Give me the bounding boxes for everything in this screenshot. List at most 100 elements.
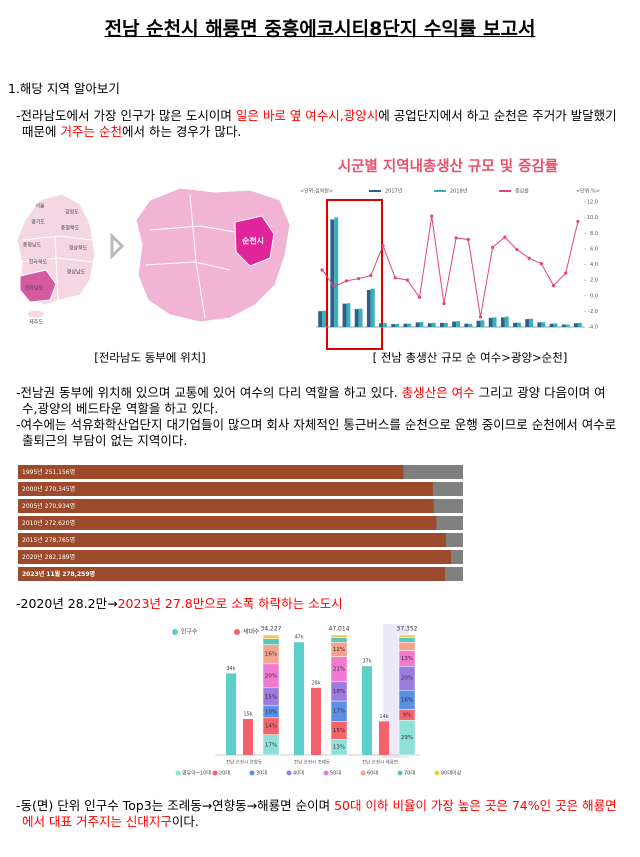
- category-label: 2005년: [22, 502, 43, 510]
- line-point: [357, 276, 361, 281]
- bar: [18, 533, 446, 547]
- segment-label: 29%: [401, 735, 413, 741]
- bar: [346, 303, 351, 327]
- map-label: 전라북도: [29, 259, 48, 266]
- bar: [443, 322, 448, 327]
- bar: [18, 516, 437, 530]
- map-label: 충청남도: [23, 242, 42, 249]
- bar: [537, 322, 542, 327]
- legend-swatch: [175, 770, 181, 776]
- bar: [549, 323, 554, 327]
- line-point: [381, 244, 385, 248]
- line-point: [369, 273, 373, 278]
- map-label: 서울: [35, 203, 45, 210]
- segment-label: 16%: [401, 697, 413, 703]
- map-border: [19, 257, 94, 263]
- value-label: 251,156명: [45, 468, 75, 476]
- bar: [476, 320, 481, 327]
- stack-segment: [330, 634, 348, 638]
- total-label: 37,352: [397, 626, 418, 633]
- text-run: -여수에는 석유화학산업단지 대기업들이 많으며 회사 자체적인 통근버스를 순…: [16, 417, 617, 448]
- line-point: [332, 284, 336, 288]
- legend-label: 80대이상: [441, 770, 462, 777]
- bar: [452, 321, 457, 327]
- segment-label: 14%: [265, 724, 277, 730]
- value-label: 282,189명: [45, 553, 75, 561]
- stack-segment: [262, 638, 280, 645]
- bar: [395, 323, 400, 327]
- axis-unit: <단위:%>: [576, 188, 600, 195]
- bar: [464, 323, 469, 327]
- text-run: -전남권 동부에 위치해 있으며 교통에 있어 여수의 다리 역할을 하고 있다…: [16, 385, 402, 400]
- segment-label: 9%: [403, 712, 412, 718]
- bar: [226, 673, 236, 755]
- text-run: -전라남도에서 가장 인구가 많은 도시이며: [16, 108, 236, 123]
- highlight-box: [326, 199, 383, 350]
- bar: [379, 721, 389, 755]
- line-point: [478, 315, 483, 319]
- value-label: 278,259명: [62, 570, 95, 578]
- bar: [480, 320, 485, 327]
- category-label: 2000년: [22, 485, 43, 493]
- x-tick-label: 전남 순천시 해룡면: [362, 759, 398, 766]
- line-point: [430, 214, 434, 218]
- chart-title: 시군별 지역내총생산 규모 및 증감률: [338, 157, 558, 175]
- map-label: 충청북도: [61, 225, 80, 232]
- legend-label: 20대: [219, 770, 230, 777]
- total-label: 47,014: [329, 626, 350, 633]
- text-run: -동(면) 단위 인구수 Top3는 조례동→연향동→해룡면 순이며: [16, 798, 335, 813]
- bar: [517, 322, 521, 327]
- line-point: [527, 256, 531, 260]
- legend-label: 영유아~10대: [182, 770, 211, 777]
- map-label: 경상북도: [69, 245, 88, 252]
- stack-segment: [398, 637, 416, 643]
- figure-caption: [전라남도 동부에 위치]: [94, 351, 206, 365]
- stack-segment: [330, 637, 348, 643]
- line-point: [503, 235, 507, 239]
- legend-swatch: [286, 770, 292, 776]
- segment-label: 21%: [333, 667, 345, 673]
- text-run: 총생산은 여수: [401, 385, 475, 400]
- map-label: 강원도: [65, 209, 79, 216]
- legend-label: 세대수: [243, 628, 260, 636]
- bar: [362, 666, 372, 755]
- value-label: 28k: [311, 680, 320, 686]
- paragraph: -동(면) 단위 인구수 Top3는 조례동→연향동→해룡면 순이며 50대 이…: [8, 798, 618, 830]
- category-label: 1995년: [22, 468, 43, 476]
- x-tick-label: 전남 순천시 연향동: [226, 759, 262, 766]
- suncheon-region: [234, 215, 275, 267]
- bar: [322, 310, 326, 327]
- y2-tick-label: 12.0: [587, 200, 598, 206]
- stack-segment: [262, 634, 280, 639]
- report-title: 전남 순천시 해룡면 중흥에코시티8단지 수익률 보고서: [104, 18, 536, 40]
- y2-tick-label: 2.0: [590, 278, 598, 284]
- category-label: 2010년: [22, 519, 43, 527]
- bar: [513, 322, 517, 327]
- segment-label: 15%: [265, 694, 277, 700]
- segment-label: 10%: [265, 709, 277, 715]
- bar: [561, 324, 566, 327]
- legend-swatch: [434, 770, 440, 776]
- map-label: 전라남도: [25, 285, 44, 292]
- line-point: [320, 268, 324, 272]
- bar: [565, 324, 570, 327]
- bar: [541, 322, 546, 327]
- value-label: 270,934명: [45, 502, 75, 510]
- legend-label: 60대: [367, 770, 378, 777]
- bar: [403, 323, 408, 327]
- bar: [370, 288, 375, 327]
- segment-label: 17%: [265, 742, 277, 748]
- value-label: 14k: [379, 714, 388, 720]
- segment-label: 17%: [333, 709, 345, 715]
- arrow: [110, 232, 125, 260]
- bar: [18, 567, 445, 581]
- legend-label: 50대: [330, 770, 341, 777]
- bar: [342, 303, 347, 327]
- paragraph: -전남권 동부에 위치해 있으며 교통에 있어 여수의 다리 역할을 하고 있다…: [8, 385, 618, 417]
- section-heading: 1.해당 지역 알아보기: [8, 81, 120, 96]
- bar: [334, 217, 339, 327]
- total-label: 34,227: [261, 626, 282, 633]
- category-label: 2015년: [22, 536, 43, 544]
- bar: [500, 317, 505, 327]
- axis-unit: <단위:십억원>: [300, 188, 333, 195]
